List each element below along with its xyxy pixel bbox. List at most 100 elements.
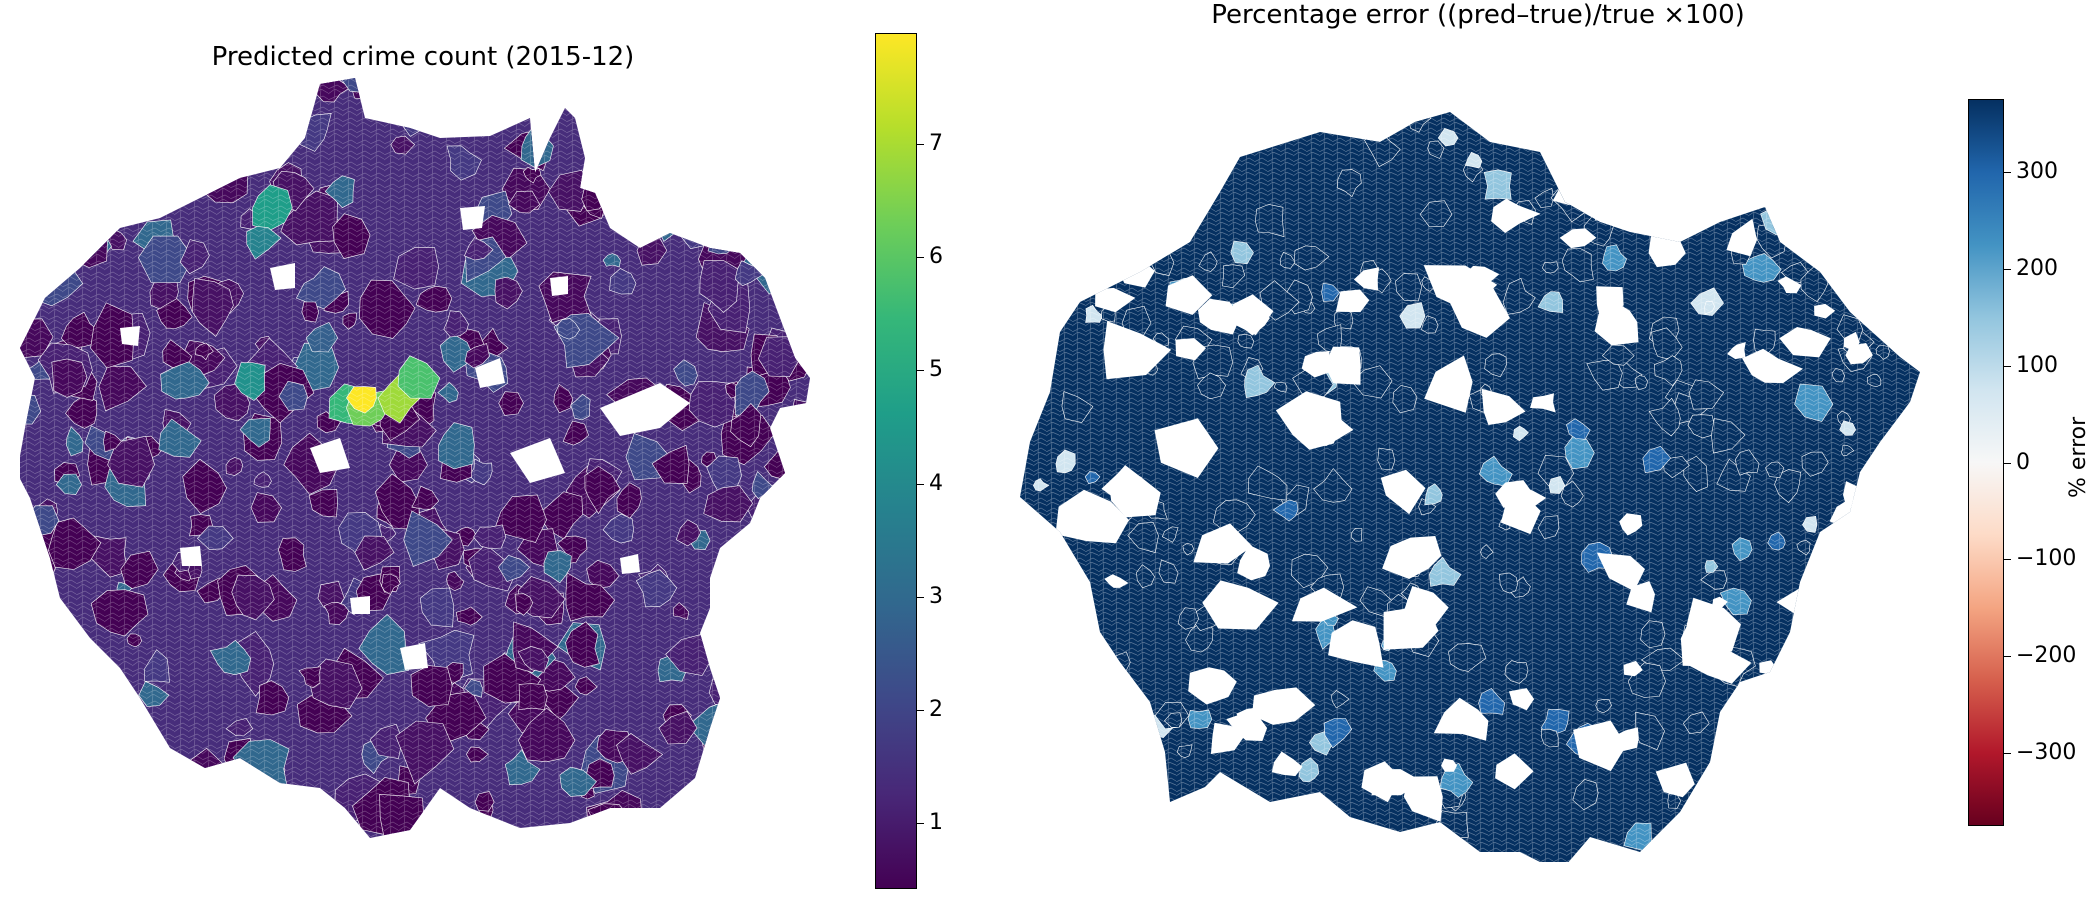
map-region xyxy=(55,702,93,751)
map-region xyxy=(1020,680,1038,718)
map-region xyxy=(408,78,441,98)
map-region xyxy=(1551,127,1576,150)
map-region xyxy=(102,148,153,214)
map-region xyxy=(728,572,777,616)
map-region xyxy=(1894,636,1920,662)
map-region xyxy=(1889,725,1916,755)
map-region xyxy=(1898,343,1909,356)
missing-data-area xyxy=(1135,739,1157,753)
missing-data-area xyxy=(1271,751,1303,777)
map-region xyxy=(1866,227,1895,259)
map-region xyxy=(808,550,810,570)
missing-data-area xyxy=(1779,327,1831,358)
map-region xyxy=(1067,708,1100,742)
map-region xyxy=(719,583,771,640)
map-region xyxy=(1030,603,1045,617)
missing-data-area xyxy=(1812,670,1828,689)
map-region xyxy=(709,615,732,635)
map-region xyxy=(402,95,431,120)
map-region xyxy=(1058,604,1076,621)
map-region xyxy=(1614,138,1643,166)
right-panel-title: Percentage error ((pred–true)/true ×100) xyxy=(1211,0,1745,30)
map-region xyxy=(742,590,783,629)
map-region xyxy=(22,780,46,806)
percentage-error-choropleth-map xyxy=(1020,112,1920,862)
map-region xyxy=(69,750,85,770)
missing-data-area xyxy=(1165,275,1213,315)
map-region xyxy=(739,828,792,838)
map-region xyxy=(1020,719,1031,734)
map-region xyxy=(1854,755,1878,783)
missing-data-area xyxy=(1324,346,1361,385)
missing-data-area xyxy=(1154,418,1219,478)
map-region xyxy=(1658,162,1683,183)
colorbar-tick-mark xyxy=(2004,753,2011,755)
colorbar-tick-label: 6 xyxy=(929,244,943,270)
map-region xyxy=(805,611,810,630)
map-region xyxy=(714,823,755,838)
map-region xyxy=(1040,314,1062,333)
map-region xyxy=(38,710,68,745)
map-region xyxy=(766,86,805,124)
map-region xyxy=(32,750,59,779)
map-region xyxy=(1020,256,1042,292)
missing-data-area xyxy=(1382,536,1442,579)
map-region xyxy=(436,799,453,814)
map-region xyxy=(24,726,54,757)
map-region xyxy=(735,151,750,170)
colorbar-tick-label: 0 xyxy=(2016,449,2030,475)
colorbar-tick-label: 3 xyxy=(929,583,943,609)
map-region xyxy=(734,764,778,805)
map-region xyxy=(1808,601,1834,634)
map-region xyxy=(175,772,193,790)
map-region xyxy=(24,162,69,204)
colorbar-tick-label: −100 xyxy=(2016,546,2077,572)
map-region xyxy=(1020,735,1049,774)
map-region xyxy=(654,150,681,173)
colorbar-tick-label: 7 xyxy=(929,130,943,156)
missing-data-area xyxy=(1836,753,1878,780)
missing-data-area xyxy=(1449,285,1510,338)
missing-data-area xyxy=(1495,753,1534,790)
map-region xyxy=(765,78,810,116)
map-region xyxy=(40,761,80,810)
map-region xyxy=(59,767,96,817)
map-region xyxy=(20,807,64,838)
map-region xyxy=(208,766,255,818)
map-region xyxy=(182,81,199,103)
map-region xyxy=(1497,112,1511,122)
map-region xyxy=(1143,126,1177,161)
map-region xyxy=(1032,798,1063,831)
map-region xyxy=(1857,292,1887,325)
missing-data-area xyxy=(1361,761,1402,803)
map-region xyxy=(95,119,151,162)
missing-data-area xyxy=(1380,469,1426,515)
map-region xyxy=(1095,697,1113,714)
map-region xyxy=(770,176,810,217)
missing-data-area xyxy=(1481,388,1526,425)
missing-data-area xyxy=(1228,294,1274,336)
colorbar-tick-mark xyxy=(917,710,924,712)
map-region xyxy=(127,171,160,213)
missing-data-area xyxy=(1573,720,1627,772)
map-region xyxy=(765,687,810,745)
map-region xyxy=(164,128,220,176)
map-region xyxy=(733,199,764,230)
map-region xyxy=(48,99,90,146)
map-region xyxy=(1674,118,1690,133)
map-region xyxy=(40,687,86,728)
map-region xyxy=(783,262,810,312)
map-region xyxy=(441,78,478,100)
map-region xyxy=(770,674,808,714)
missing-data-area xyxy=(1686,597,1741,652)
map-region xyxy=(20,704,83,759)
map-region xyxy=(437,83,478,120)
map-region xyxy=(20,84,58,141)
missing-data-area xyxy=(1104,574,1129,588)
map-region xyxy=(1058,660,1103,691)
missing-data-area xyxy=(1202,580,1279,630)
missing-data-area xyxy=(1252,687,1316,725)
map-region xyxy=(174,796,211,832)
missing-data-area xyxy=(1188,667,1237,705)
map-region xyxy=(700,801,738,832)
